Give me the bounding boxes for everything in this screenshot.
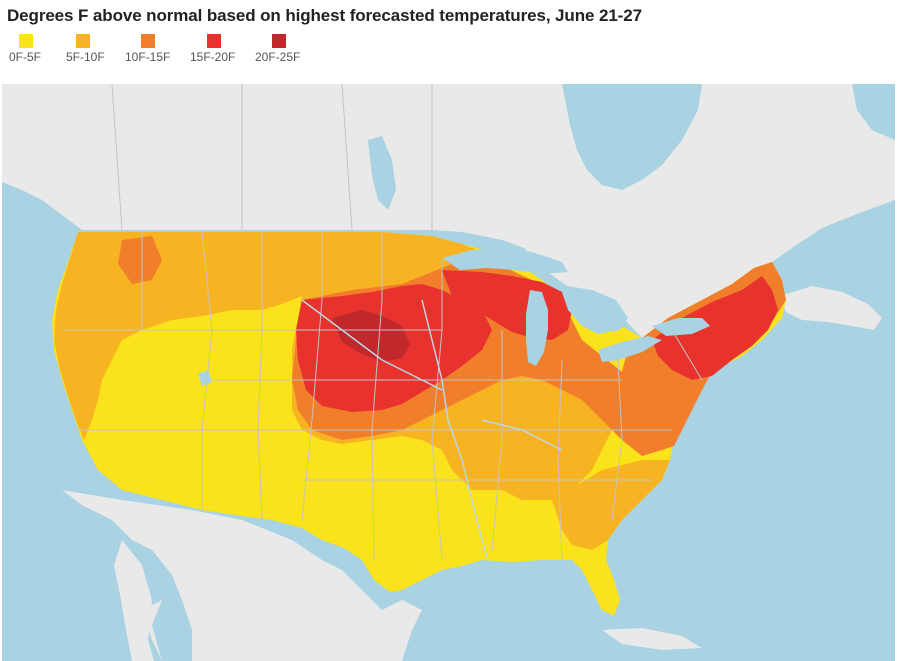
legend-item-10f-15f: 10F-15F [125,32,185,68]
lake-ontario [652,318,710,336]
border-line [341,84,353,231]
legend-label: 15F-20F [190,50,236,64]
legend-label: 0F-5F [9,50,42,64]
map-svg [2,84,895,661]
legend-item-0f-5f: 0F-5F [7,32,67,68]
state-borders [62,84,703,561]
northeast-water [852,84,895,140]
border-line [201,231,213,510]
zone-10-15f-northwest [118,236,162,284]
legend-swatch [76,34,90,48]
map [2,84,895,661]
mexico-land [62,490,422,661]
baja-california [114,540,154,661]
legend-label: 5F-10F [66,50,105,64]
zone-20-25f-core [332,310,410,362]
lake-superior [442,248,568,274]
legend-swatch [207,34,221,48]
rivers [301,299,563,561]
river-line [301,299,443,391]
legend: 0F-5F 5F-10F 10F-15F 15F-20F 20F-25F [7,32,407,68]
great-salt-lake [198,370,212,386]
legend-swatch [19,34,33,48]
cuba-land [602,628,702,650]
lake-huron [562,290,628,334]
maritimes-land [780,286,882,330]
border-line [671,329,703,381]
lake-winnipeg [368,136,396,210]
legend-item-20f-25f: 20F-25F [255,32,315,68]
border-line [111,84,123,231]
gulf-of-california [132,540,192,661]
border-line [611,359,623,521]
gulf-st-lawrence [802,200,895,310]
legend-swatch [272,34,286,48]
zone-5-10f-southeast [552,460,670,550]
legend-item-5f-10f: 5F-10F [64,32,124,68]
border-line [557,359,563,561]
legend-item-15f-20f: 15F-20F [190,32,250,68]
chart-title: Degrees F above normal based on highest … [7,6,642,25]
legend-label: 20F-25F [255,50,301,64]
legend-swatch [141,34,155,48]
river-line [481,419,563,451]
zone-5-10f-west [54,232,482,440]
border-line [491,330,503,551]
border-line [301,232,323,521]
border-line [371,232,383,561]
zone-15-20f-new-england [652,276,778,380]
lake-erie [598,336,662,362]
border-line [431,260,443,561]
river-line [421,299,489,561]
lake-michigan [526,290,548,366]
hudson-bay [562,84,702,190]
legend-label: 10F-15F [125,50,171,64]
